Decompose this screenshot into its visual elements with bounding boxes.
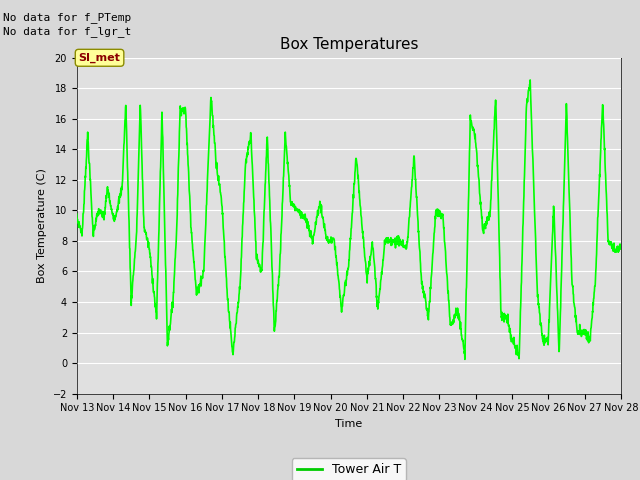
X-axis label: Time: Time bbox=[335, 419, 362, 429]
Text: SI_met: SI_met bbox=[79, 53, 120, 63]
Text: No data for f_lgr_t: No data for f_lgr_t bbox=[3, 26, 131, 37]
Legend: Tower Air T: Tower Air T bbox=[292, 458, 406, 480]
Y-axis label: Box Temperature (C): Box Temperature (C) bbox=[37, 168, 47, 283]
Text: No data for f_PTemp: No data for f_PTemp bbox=[3, 12, 131, 23]
Title: Box Temperatures: Box Temperatures bbox=[280, 37, 418, 52]
